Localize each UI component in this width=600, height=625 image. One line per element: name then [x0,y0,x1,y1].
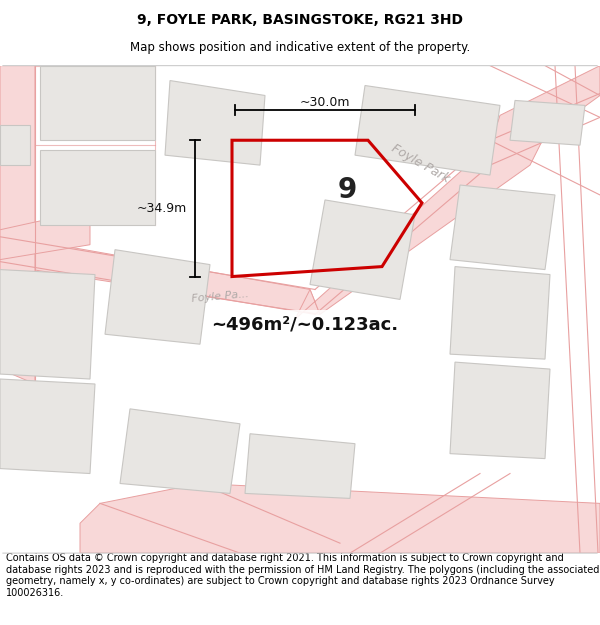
Polygon shape [165,81,265,165]
Text: 9, FOYLE PARK, BASINGSTOKE, RG21 3HD: 9, FOYLE PARK, BASINGSTOKE, RG21 3HD [137,12,463,27]
Text: Foyle Pa...: Foyle Pa... [191,289,249,304]
Text: ~30.0m: ~30.0m [300,96,350,109]
Text: Map shows position and indicative extent of the property.: Map shows position and indicative extent… [130,41,470,54]
Polygon shape [40,66,155,140]
Polygon shape [0,66,35,384]
Polygon shape [80,484,600,553]
Text: Contains OS data © Crown copyright and database right 2021. This information is : Contains OS data © Crown copyright and d… [6,553,599,598]
Text: ~496m²/~0.123ac.: ~496m²/~0.123ac. [211,315,398,333]
Polygon shape [450,267,550,359]
Text: Foyle Park: Foyle Park [389,141,451,185]
Polygon shape [310,200,415,299]
Polygon shape [245,434,355,498]
Polygon shape [0,269,95,379]
Polygon shape [295,66,600,319]
Polygon shape [510,101,585,145]
Polygon shape [450,362,550,459]
Polygon shape [40,150,155,225]
Polygon shape [0,235,320,314]
Text: ~34.9m: ~34.9m [137,202,187,215]
Polygon shape [0,379,95,474]
Polygon shape [0,126,30,165]
Polygon shape [105,249,210,344]
Polygon shape [120,409,240,493]
Polygon shape [355,86,500,175]
Text: 9: 9 [338,176,357,204]
Polygon shape [450,185,555,269]
Polygon shape [0,210,90,259]
